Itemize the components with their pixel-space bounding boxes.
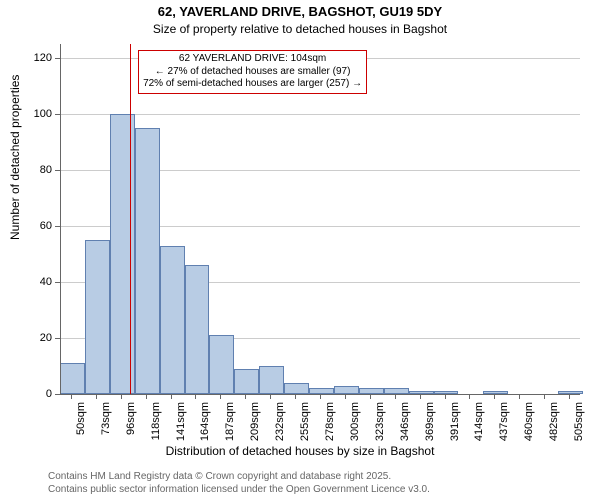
- x-axis-line: [60, 394, 580, 395]
- ytick-label: 20: [22, 332, 52, 344]
- chart-title: 62, YAVERLAND DRIVE, BAGSHOT, GU19 5DY: [0, 4, 600, 19]
- histogram-bar: [185, 265, 210, 394]
- ytick-label: 60: [22, 220, 52, 232]
- property-marker-line: [130, 44, 131, 394]
- ytick-label: 120: [22, 52, 52, 64]
- histogram-bar: [209, 335, 234, 394]
- chart-subtitle: Size of property relative to detached ho…: [0, 22, 600, 36]
- histogram-bar: [334, 386, 359, 394]
- histogram-bar: [234, 369, 259, 394]
- annotation-box: 62 YAVERLAND DRIVE: 104sqm← 27% of detac…: [138, 50, 367, 94]
- ytick-label: 100: [22, 108, 52, 120]
- attribution-line-2: Contains public sector information licen…: [48, 484, 430, 497]
- histogram-bar: [85, 240, 110, 394]
- annotation-line-3: 72% of semi-detached houses are larger (…: [143, 78, 362, 91]
- attribution-text: Contains HM Land Registry data © Crown c…: [48, 471, 430, 496]
- x-axis-label: Distribution of detached houses by size …: [0, 444, 600, 458]
- property-size-chart: 62, YAVERLAND DRIVE, BAGSHOT, GU19 5DY S…: [0, 0, 600, 500]
- y-axis-label: Number of detached properties: [8, 75, 22, 240]
- gridline: [60, 114, 580, 115]
- ytick-label: 80: [22, 164, 52, 176]
- plot-area: 02040608010012050sqm73sqm96sqm118sqm141s…: [60, 44, 580, 394]
- histogram-bar: [160, 246, 185, 394]
- annotation-line-2: ← 27% of detached houses are smaller (97…: [143, 66, 362, 79]
- ytick-label: 40: [22, 276, 52, 288]
- y-axis-line: [60, 44, 61, 394]
- attribution-line-1: Contains HM Land Registry data © Crown c…: [48, 471, 430, 484]
- histogram-bar: [135, 128, 160, 394]
- ytick-label: 0: [22, 388, 52, 400]
- histogram-bar: [284, 383, 309, 394]
- histogram-bar: [259, 366, 284, 394]
- histogram-bar: [60, 363, 85, 394]
- annotation-line-1: 62 YAVERLAND DRIVE: 104sqm: [143, 53, 362, 66]
